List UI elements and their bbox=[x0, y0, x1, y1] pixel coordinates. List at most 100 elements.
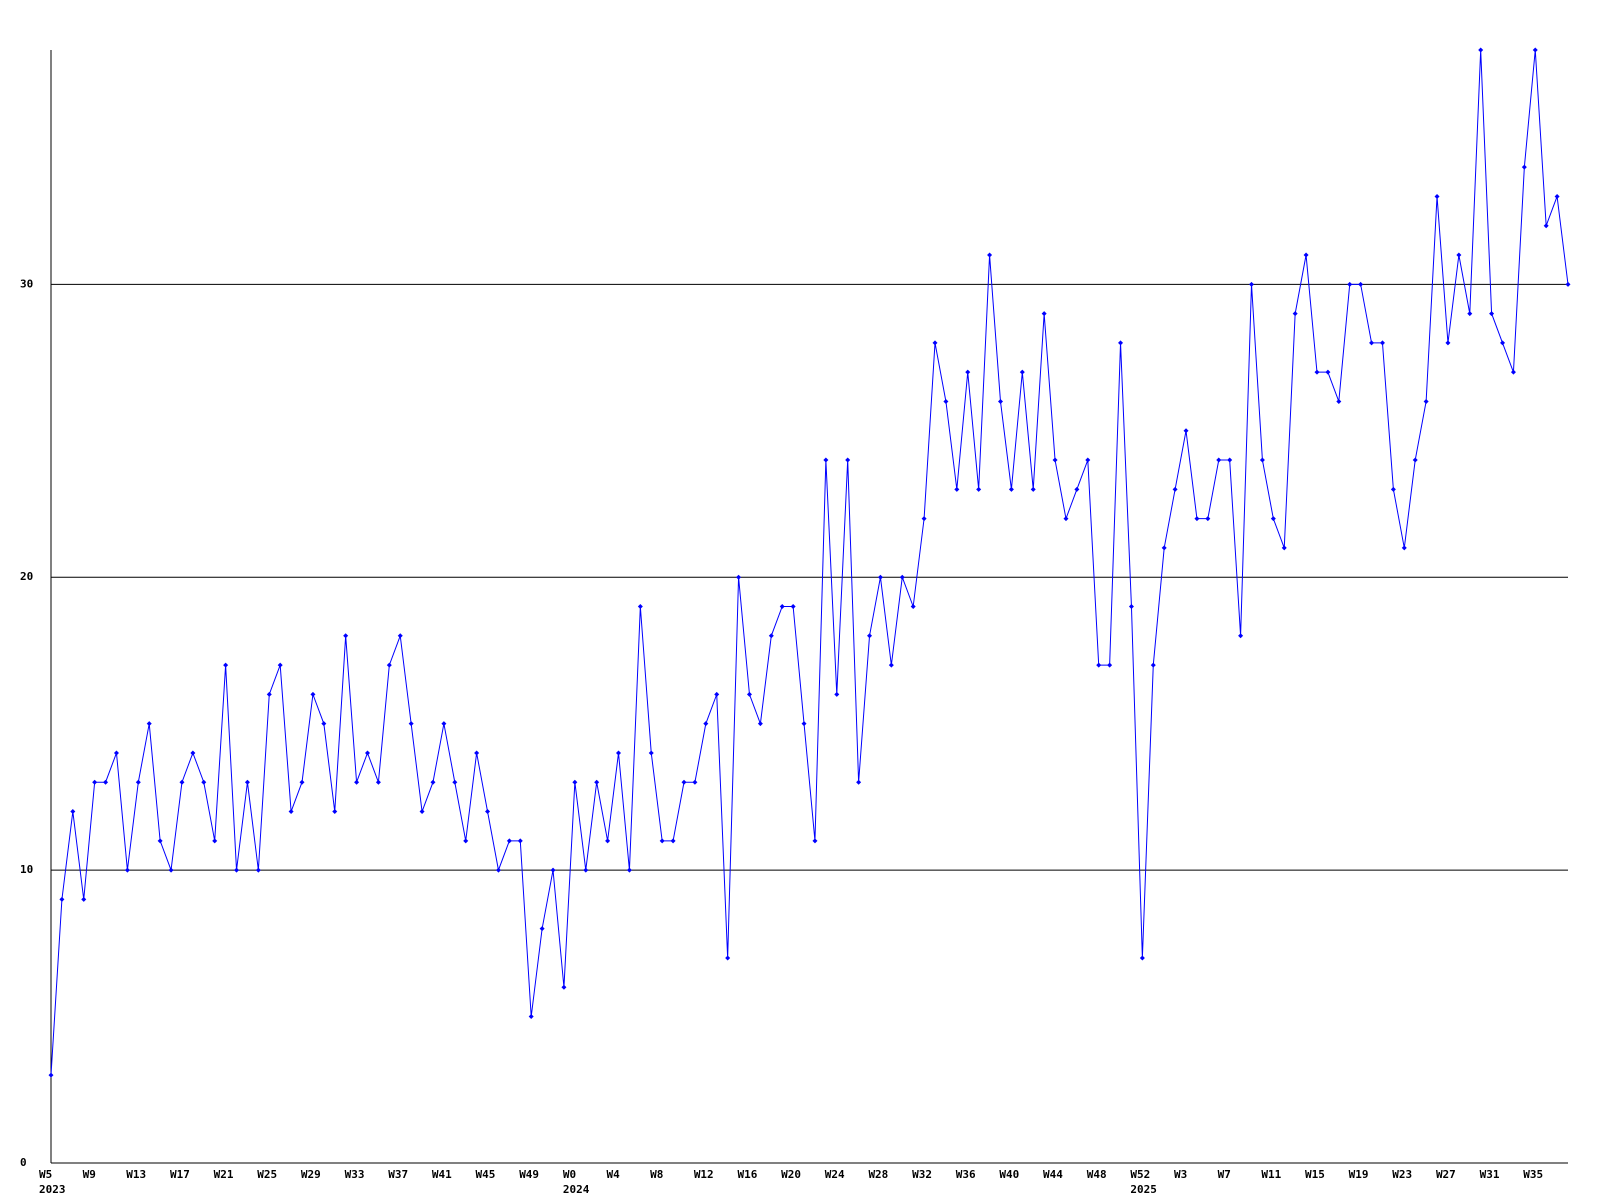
data-point bbox=[834, 691, 840, 697]
data-point bbox=[430, 779, 436, 785]
data-point bbox=[386, 662, 392, 668]
data-point bbox=[1019, 369, 1025, 375]
data-point bbox=[867, 633, 873, 639]
data-point bbox=[1500, 340, 1506, 346]
data-point bbox=[856, 779, 862, 785]
x-tick-label: W32 bbox=[912, 1168, 932, 1181]
data-point bbox=[1347, 281, 1353, 287]
data-point bbox=[779, 604, 785, 609]
data-point bbox=[506, 838, 512, 844]
data-point bbox=[1281, 545, 1287, 551]
data-point bbox=[1336, 398, 1342, 404]
x-tick-label: W12 bbox=[694, 1168, 714, 1181]
data-point bbox=[1270, 516, 1276, 522]
data-point bbox=[1227, 457, 1233, 463]
data-point bbox=[1292, 311, 1298, 317]
data-point bbox=[976, 486, 982, 492]
data-point bbox=[768, 633, 774, 639]
data-point bbox=[1532, 47, 1538, 53]
data-point bbox=[703, 721, 709, 727]
data-point bbox=[168, 867, 174, 873]
data-point bbox=[1150, 662, 1156, 668]
y-tick-label: 0 bbox=[20, 1156, 27, 1169]
x-tick-label: W48 bbox=[1087, 1168, 1107, 1181]
data-point bbox=[234, 867, 240, 873]
data-point bbox=[1445, 340, 1451, 346]
data-point bbox=[1369, 340, 1375, 346]
data-point bbox=[124, 867, 130, 873]
data-point bbox=[1172, 486, 1178, 492]
x-tick-label: W17 bbox=[170, 1168, 190, 1181]
data-point bbox=[59, 896, 65, 902]
data-point bbox=[1161, 545, 1167, 551]
data-point bbox=[1434, 193, 1440, 199]
data-point bbox=[190, 750, 196, 756]
data-point bbox=[910, 604, 916, 609]
data-point bbox=[1216, 457, 1222, 463]
data-point bbox=[965, 369, 971, 375]
x-tick-label: W25 bbox=[257, 1168, 277, 1181]
data-point bbox=[1139, 955, 1145, 961]
data-point bbox=[659, 838, 665, 844]
data-point bbox=[899, 574, 905, 580]
data-point bbox=[626, 867, 632, 873]
data-point bbox=[757, 721, 763, 727]
x-tick-label: W9 bbox=[83, 1168, 96, 1181]
data-point bbox=[1205, 516, 1211, 522]
data-point bbox=[146, 721, 152, 727]
data-point bbox=[81, 896, 87, 902]
data-point bbox=[1565, 281, 1571, 287]
data-point bbox=[583, 867, 589, 873]
data-point bbox=[255, 867, 261, 873]
data-point bbox=[419, 809, 425, 815]
data-point bbox=[572, 779, 578, 785]
data-point bbox=[561, 984, 567, 990]
data-point bbox=[605, 838, 611, 844]
data-point bbox=[954, 486, 960, 492]
y-tick-label: 10 bbox=[20, 863, 33, 876]
x-tick-label: W40 bbox=[999, 1168, 1019, 1181]
data-point bbox=[223, 662, 229, 668]
data-point bbox=[1314, 369, 1320, 375]
x-tick-label: W11 bbox=[1261, 1168, 1281, 1181]
data-point bbox=[1052, 457, 1058, 463]
data-point bbox=[1456, 252, 1462, 258]
data-point bbox=[845, 457, 851, 463]
x-tick-label: W28 bbox=[868, 1168, 888, 1181]
data-point bbox=[1423, 398, 1429, 404]
data-point bbox=[343, 633, 349, 639]
data-point bbox=[616, 750, 622, 756]
data-point bbox=[474, 750, 480, 756]
data-point bbox=[648, 750, 654, 756]
data-point bbox=[888, 662, 894, 668]
data-point bbox=[441, 721, 447, 727]
data-point bbox=[1510, 369, 1516, 375]
data-point bbox=[1096, 662, 1102, 668]
data-point bbox=[1041, 311, 1047, 317]
data-point bbox=[1467, 311, 1473, 317]
data-point bbox=[714, 691, 720, 697]
x-tick-label: W45 bbox=[476, 1168, 496, 1181]
data-point bbox=[179, 779, 185, 785]
data-point bbox=[201, 779, 207, 785]
x-tick-label: W49 bbox=[519, 1168, 539, 1181]
x-tick-label: W7 bbox=[1218, 1168, 1231, 1181]
x-tick-label: W36 bbox=[956, 1168, 976, 1181]
x-tick-label: W19 bbox=[1349, 1168, 1369, 1181]
x-tick-label: W52 bbox=[1130, 1168, 1150, 1181]
data-point bbox=[310, 691, 316, 697]
x-tick-label: W21 bbox=[214, 1168, 234, 1181]
y-tick-label: 20 bbox=[20, 570, 33, 583]
data-point bbox=[1118, 340, 1124, 346]
data-point bbox=[463, 838, 469, 844]
x-tick-label: W24 bbox=[825, 1168, 845, 1181]
data-point bbox=[550, 867, 556, 873]
data-point bbox=[103, 779, 109, 785]
x-tick-label: W4 bbox=[607, 1168, 621, 1181]
data-point bbox=[1249, 281, 1255, 287]
data-point bbox=[987, 252, 993, 258]
data-point bbox=[1543, 223, 1549, 229]
data-point bbox=[637, 604, 643, 609]
x-tick-label: W41 bbox=[432, 1168, 452, 1181]
data-point bbox=[1128, 604, 1134, 609]
